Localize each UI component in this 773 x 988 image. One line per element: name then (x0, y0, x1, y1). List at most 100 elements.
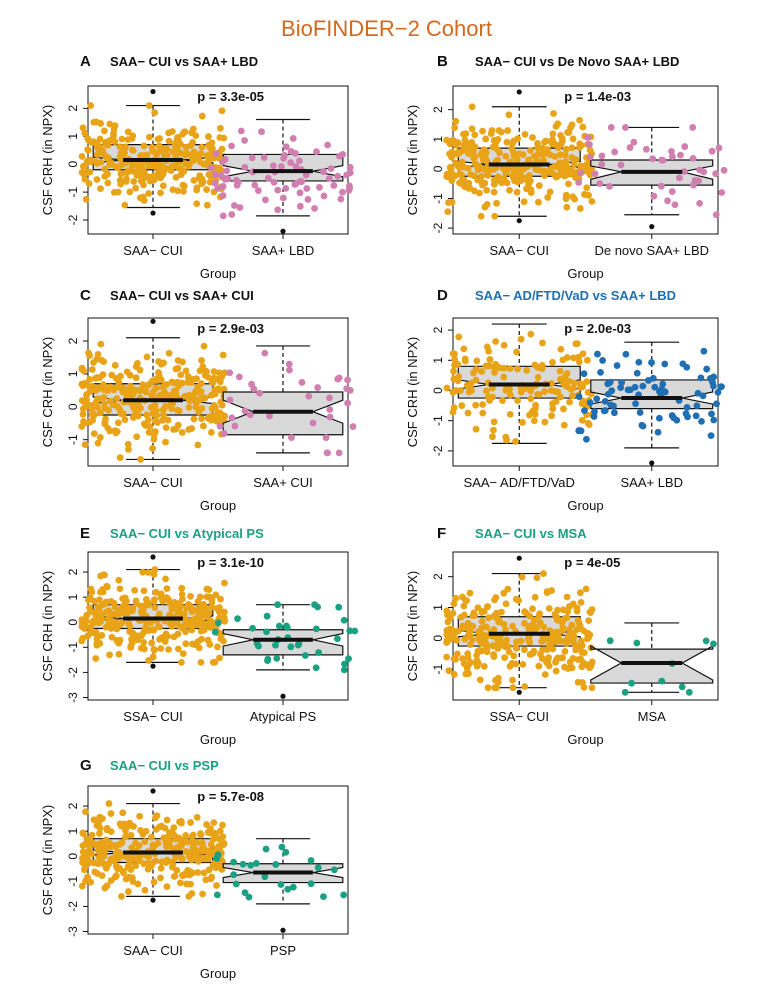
data-point (554, 606, 561, 614)
data-point (169, 860, 177, 868)
data-point (483, 343, 491, 351)
y-tick-label: -2 (66, 667, 80, 678)
data-point (500, 373, 508, 381)
data-point (170, 633, 178, 641)
data-point (118, 892, 125, 900)
data-point (220, 385, 228, 393)
data-point (668, 188, 676, 195)
data-point (81, 162, 89, 170)
x-tick-label: PSP (270, 943, 296, 958)
data-point (549, 400, 556, 408)
data-point (78, 882, 86, 890)
data-point (493, 684, 500, 692)
data-point (472, 365, 480, 373)
data-point (183, 880, 191, 888)
data-point (558, 135, 566, 142)
data-point (678, 683, 686, 691)
data-point (710, 416, 718, 424)
y-tick-label: 2 (66, 105, 80, 112)
data-point (508, 171, 516, 179)
data-point (298, 178, 306, 186)
data-point (104, 179, 112, 187)
data-point (630, 138, 638, 146)
data-point (213, 891, 221, 899)
data-point (178, 855, 186, 863)
data-point (136, 366, 144, 374)
data-point (128, 161, 136, 169)
data-point (460, 345, 468, 353)
data-point (162, 575, 169, 583)
data-point (521, 646, 528, 654)
data-point (489, 642, 497, 650)
data-point (110, 125, 118, 133)
data-point (117, 156, 125, 164)
data-point (78, 153, 86, 160)
data-point (554, 654, 562, 662)
data-point (564, 129, 571, 136)
data-point (153, 412, 161, 420)
data-point (272, 861, 280, 868)
data-point (541, 671, 549, 678)
data-point (482, 135, 490, 143)
data-point (639, 422, 647, 430)
data-point (153, 812, 161, 820)
data-point (483, 632, 491, 640)
data-point (172, 173, 180, 181)
data-point (116, 143, 124, 151)
data-point (506, 365, 514, 373)
data-point (560, 405, 567, 413)
data-point (97, 340, 105, 348)
data-point (560, 378, 568, 386)
data-point (169, 830, 176, 838)
data-point (461, 355, 469, 363)
y-tick-label: -3 (66, 692, 80, 703)
data-point (241, 889, 249, 897)
data-point (465, 145, 472, 153)
box-0 (78, 318, 229, 463)
data-point (695, 177, 703, 185)
data-point (502, 626, 509, 634)
data-point (500, 174, 508, 182)
data-point (82, 195, 90, 203)
data-point (346, 627, 354, 635)
data-point (477, 212, 485, 220)
data-point (80, 171, 88, 179)
data-point (182, 616, 190, 624)
data-point (513, 188, 521, 196)
outlier-point (516, 89, 522, 95)
data-point (136, 194, 144, 202)
data-point (139, 830, 147, 838)
data-point (583, 378, 591, 386)
data-point (136, 812, 144, 820)
data-point (152, 407, 160, 414)
data-point (219, 821, 226, 829)
data-point (710, 640, 717, 648)
data-point (114, 419, 122, 427)
data-point (184, 378, 192, 386)
data-point (444, 208, 452, 216)
data-point (465, 670, 472, 677)
data-point (95, 605, 103, 613)
data-point (103, 582, 111, 590)
data-point (138, 608, 145, 616)
data-point (185, 403, 193, 411)
data-point (134, 412, 142, 420)
data-point (457, 613, 465, 621)
data-point (98, 815, 106, 823)
data-point (495, 618, 503, 626)
data-point (108, 371, 116, 379)
data-point (579, 123, 587, 131)
data-point (117, 180, 125, 188)
data-point (117, 170, 125, 178)
data-point (159, 406, 167, 414)
outlier-point (150, 663, 156, 669)
data-point (621, 124, 629, 131)
data-point (128, 607, 136, 615)
data-point (608, 387, 616, 395)
data-point (527, 186, 535, 194)
data-point (720, 166, 728, 174)
data-point (559, 606, 567, 614)
data-point (219, 833, 227, 841)
data-point (624, 386, 632, 394)
data-point (232, 176, 240, 184)
